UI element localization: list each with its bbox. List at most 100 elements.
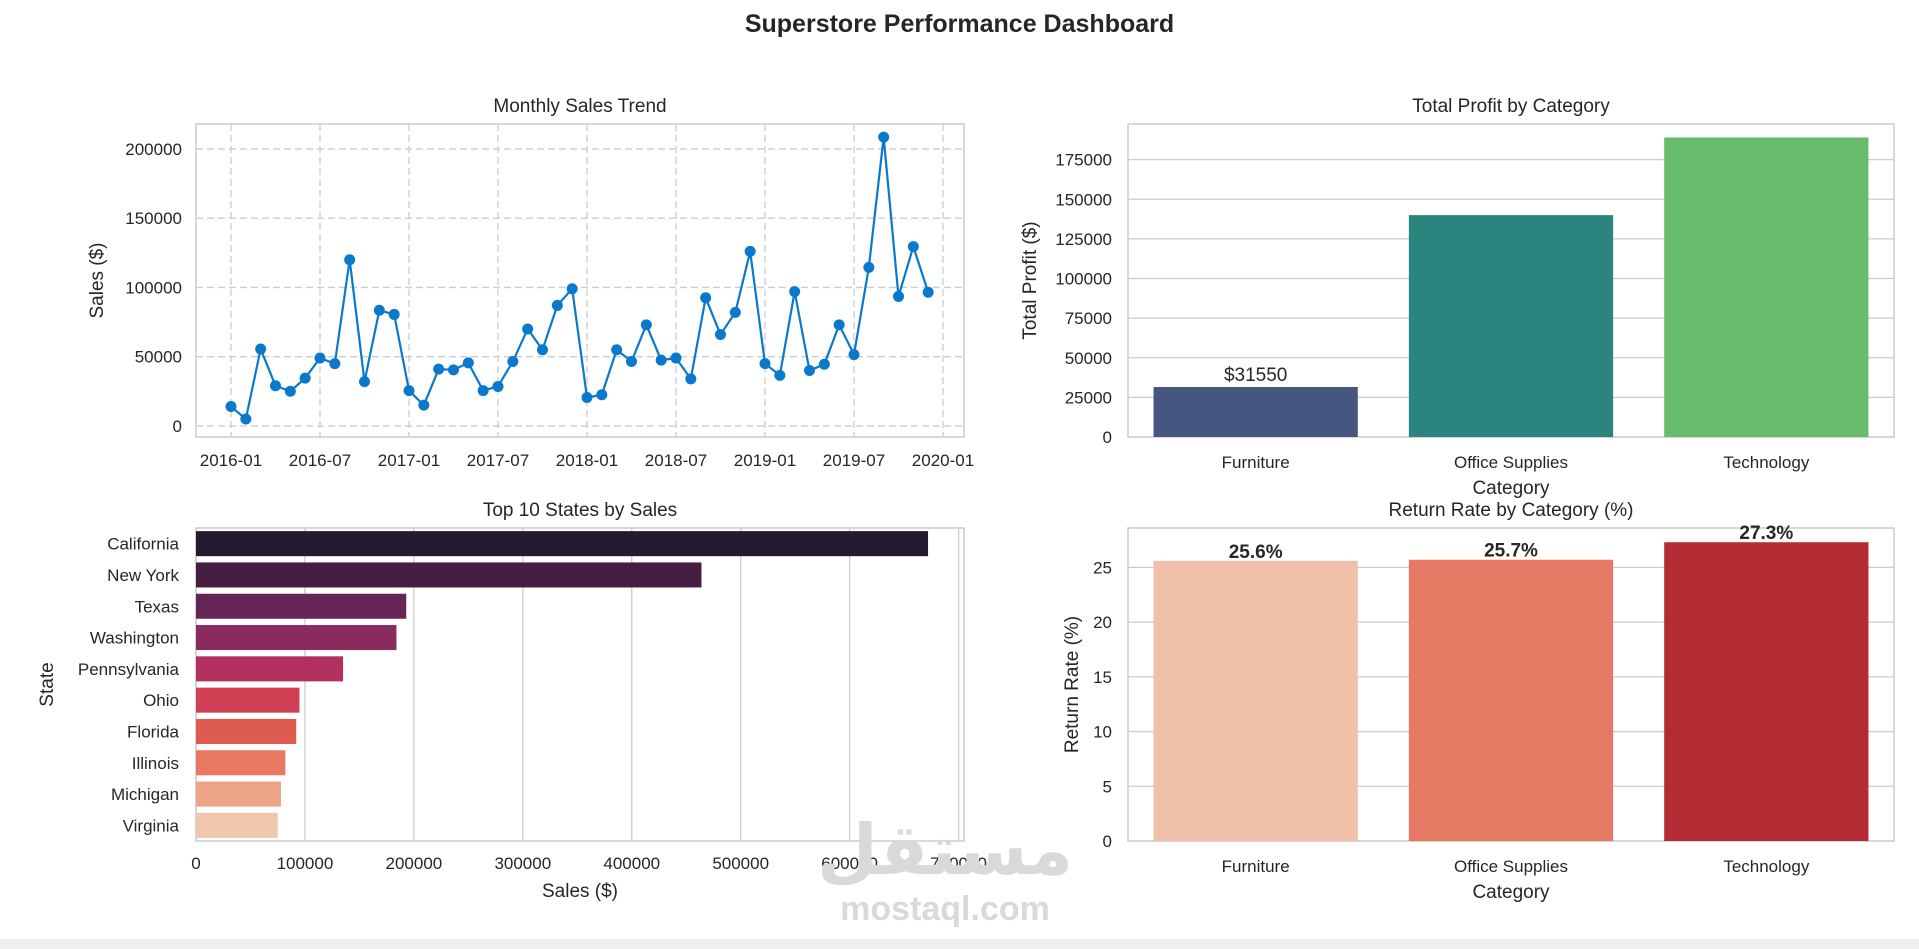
sales-trend-point — [388, 308, 400, 320]
states-title: Top 10 States by Sales — [483, 500, 677, 521]
sales-trend-point — [833, 319, 845, 331]
sales-trend-point — [418, 399, 430, 411]
sales-trend-point — [893, 290, 904, 302]
sales-trend-point — [507, 356, 519, 368]
return-bar — [1408, 559, 1614, 841]
sales-trend-point — [492, 380, 504, 392]
sales-trend-point — [626, 356, 637, 368]
sales-trend-point — [922, 286, 934, 298]
sales-trend-point — [581, 392, 593, 404]
sales-trend-ytick: 100000 — [125, 278, 182, 297]
sales-trend-xtick: 2016-07 — [289, 451, 351, 470]
sales-trend-point — [907, 241, 919, 253]
sales-trend-point — [403, 385, 415, 397]
sales-trend-point — [433, 363, 445, 375]
return-title: Return Rate by Category (%) — [1389, 500, 1634, 521]
sales-trend-point — [729, 306, 741, 318]
profit-xtick: Furniture — [1222, 453, 1290, 472]
sales-trend-point — [848, 349, 860, 361]
states-bar — [196, 812, 278, 838]
sales-trend-point — [715, 329, 726, 341]
states-frame — [195, 527, 965, 842]
states-bar — [196, 656, 344, 682]
sales-trend-xtick: 2019-07 — [823, 451, 885, 470]
sales-trend-line — [230, 137, 930, 422]
profit-ytick: 75000 — [1065, 309, 1112, 328]
sales-trend-point — [359, 376, 370, 388]
return-bar — [1664, 542, 1869, 841]
states-xtick: 400000 — [603, 854, 660, 873]
bottom-scrollbar — [0, 939, 1919, 949]
sales-trend-point — [700, 292, 712, 304]
return-xtick: Technology — [1723, 857, 1810, 876]
states-ytick: Washington — [90, 629, 179, 648]
profit-ytick: 175000 — [1055, 151, 1112, 170]
return-xtick: Office Supplies — [1454, 857, 1568, 876]
states-xtick: 100000 — [277, 854, 334, 873]
sales-trend-ytick: 150000 — [125, 209, 182, 228]
return-ytick: 5 — [1103, 777, 1112, 796]
dashboard-title: Superstore Performance Dashboard — [744, 10, 1175, 38]
return-bar-label: 25.7% — [1484, 541, 1538, 562]
states-ytick: Pennsylvania — [78, 660, 180, 679]
return-ytick: 15 — [1093, 668, 1112, 687]
states-ytick: Ohio — [143, 691, 179, 710]
states-xtick: 300000 — [494, 854, 551, 873]
watermark-text: mostaql.com — [840, 890, 1050, 928]
return-ytick: 0 — [1103, 832, 1112, 851]
sales-trend-xtick: 2016-01 — [200, 451, 262, 470]
sales-trend-point — [640, 319, 652, 331]
sales-trend-ytick: 200000 — [125, 140, 182, 159]
sales-trend-point — [537, 344, 548, 356]
sales-trend-point — [373, 304, 385, 316]
sales-trend-title: Monthly Sales Trend — [493, 96, 666, 117]
sales-trend-xtick: 2018-07 — [645, 451, 707, 470]
states-ytick: Florida — [127, 722, 180, 741]
sales-trend-point — [551, 299, 563, 311]
states-bar — [196, 781, 281, 807]
profit-xlabel: Category — [1472, 478, 1550, 499]
sales-trend-ytick: 0 — [173, 417, 182, 436]
sales-trend-point — [878, 131, 890, 143]
states-ylabel: State — [37, 662, 58, 706]
sales-trend-point — [685, 373, 697, 385]
states-bar — [196, 562, 702, 588]
sales-trend-point — [759, 358, 771, 370]
sales-trend-point — [655, 354, 667, 366]
watermark-logo: مستقل — [816, 811, 1073, 889]
return-xtick: Furniture — [1222, 857, 1290, 876]
states-ytick: Michigan — [111, 785, 179, 804]
states-bar — [196, 718, 297, 744]
sales-trend-point — [596, 389, 608, 401]
sales-trend-xtick: 2019-01 — [734, 451, 796, 470]
sales-trend-point — [611, 344, 623, 356]
sales-trend-point — [299, 372, 311, 384]
sales-trend-point — [448, 364, 459, 376]
profit-bar — [1664, 137, 1869, 437]
sales-trend-point — [314, 352, 326, 364]
sales-trend-point — [789, 286, 801, 298]
states-ytick: Virginia — [123, 816, 180, 835]
sales-trend-point — [329, 358, 341, 370]
sales-trend-point — [270, 380, 281, 392]
profit-title: Total Profit by Category — [1412, 96, 1610, 117]
states-ytick: California — [107, 535, 179, 554]
states-ytick: Illinois — [132, 754, 179, 773]
sales-trend-xtick: 2017-01 — [378, 451, 440, 470]
profit-ytick: 0 — [1103, 428, 1112, 447]
return-bar — [1153, 560, 1358, 841]
sales-trend-ylabel: Sales ($) — [87, 242, 108, 318]
profit-ytick: 100000 — [1055, 270, 1112, 289]
return-bar-label: 27.3% — [1739, 523, 1793, 544]
states-bar — [196, 593, 407, 619]
profit-xtick: Technology — [1723, 453, 1810, 472]
sales-trend-point — [284, 385, 296, 397]
profit-ytick: 150000 — [1055, 190, 1112, 209]
sales-trend-point — [522, 323, 534, 335]
sales-trend-point — [462, 357, 474, 369]
sales-trend-frame — [195, 123, 965, 438]
states-xtick: 700000 — [930, 854, 987, 873]
states-bar — [196, 531, 929, 557]
states-xtick: 500000 — [712, 854, 769, 873]
sales-trend-point — [863, 261, 875, 273]
